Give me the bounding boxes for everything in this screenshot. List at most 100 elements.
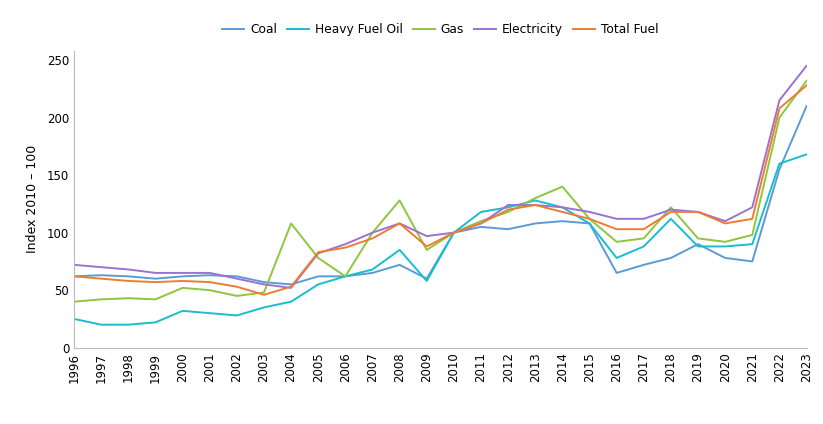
Gas [802, 78, 811, 84]
Heavy Fuel Oil [611, 255, 621, 260]
Heavy Fuel Oil [774, 161, 784, 166]
Gas [314, 255, 323, 260]
Gas [205, 287, 215, 293]
Heavy Fuel Oil [530, 198, 540, 203]
Total Fuel [557, 209, 567, 215]
Heavy Fuel Oil [232, 313, 242, 318]
Electricity [503, 203, 513, 208]
Total Fuel [259, 292, 269, 297]
Gas [774, 115, 784, 120]
Coal [720, 255, 730, 260]
Electricity [693, 209, 703, 215]
Line: Heavy Fuel Oil: Heavy Fuel Oil [74, 154, 807, 325]
Heavy Fuel Oil [123, 322, 133, 327]
Gas [530, 195, 540, 201]
Heavy Fuel Oil [476, 209, 486, 215]
Total Fuel [205, 279, 215, 285]
Heavy Fuel Oil [747, 242, 757, 247]
Total Fuel [395, 221, 405, 226]
Coal [557, 219, 567, 224]
Coal [259, 279, 269, 285]
Gas [611, 239, 621, 244]
Electricity [476, 221, 486, 226]
Total Fuel [693, 209, 703, 215]
Coal [205, 273, 215, 278]
Electricity [720, 219, 730, 224]
Electricity [151, 271, 160, 276]
Gas [720, 239, 730, 244]
Coal [422, 276, 432, 281]
Heavy Fuel Oil [720, 244, 730, 249]
Gas [503, 209, 513, 215]
Heavy Fuel Oil [449, 230, 458, 235]
Coal [368, 271, 378, 276]
Coal [747, 259, 757, 264]
Total Fuel [96, 276, 106, 281]
Coal [476, 224, 486, 229]
Coal [666, 255, 676, 260]
Gas [232, 293, 242, 298]
Electricity [666, 207, 676, 212]
Coal [530, 221, 540, 226]
Heavy Fuel Oil [584, 221, 594, 226]
Total Fuel [314, 250, 323, 255]
Coal [286, 282, 296, 287]
Gas [449, 230, 458, 235]
Total Fuel [611, 227, 621, 232]
Coal [802, 103, 811, 109]
Heavy Fuel Oil [151, 320, 160, 325]
Electricity [557, 205, 567, 210]
Gas [395, 198, 405, 203]
Coal [584, 221, 594, 226]
Coal [151, 276, 160, 281]
Legend: Coal, Heavy Fuel Oil, Gas, Electricity, Total Fuel: Coal, Heavy Fuel Oil, Gas, Electricity, … [217, 18, 663, 41]
Electricity [449, 230, 458, 235]
Electricity [314, 251, 323, 256]
Electricity [422, 234, 432, 239]
Coal [178, 274, 188, 279]
Total Fuel [69, 274, 79, 279]
Total Fuel [530, 203, 540, 208]
Coal [69, 274, 79, 279]
Gas [693, 236, 703, 241]
Total Fuel [774, 106, 784, 111]
Total Fuel [368, 236, 378, 241]
Total Fuel [503, 207, 513, 212]
Gas [259, 290, 269, 295]
Electricity [123, 267, 133, 272]
Coal [123, 274, 133, 279]
Coal [639, 262, 649, 268]
Gas [639, 236, 649, 241]
Gas [368, 230, 378, 235]
Electricity [341, 242, 351, 247]
Heavy Fuel Oil [69, 316, 79, 321]
Gas [96, 297, 106, 302]
Coal [449, 230, 458, 235]
Total Fuel [232, 284, 242, 289]
Total Fuel [476, 221, 486, 226]
Gas [422, 247, 432, 252]
Heavy Fuel Oil [286, 299, 296, 304]
Electricity [774, 98, 784, 103]
Electricity [69, 262, 79, 268]
Gas [286, 221, 296, 226]
Total Fuel [639, 227, 649, 232]
Total Fuel [422, 244, 432, 249]
Heavy Fuel Oil [557, 205, 567, 210]
Heavy Fuel Oil [259, 305, 269, 310]
Total Fuel [123, 279, 133, 284]
Heavy Fuel Oil [341, 274, 351, 279]
Gas [476, 219, 486, 224]
Coal [314, 274, 323, 279]
Electricity [368, 230, 378, 235]
Gas [584, 216, 594, 221]
Gas [69, 299, 79, 304]
Y-axis label: Index 2010 – 100: Index 2010 – 100 [26, 145, 39, 254]
Heavy Fuel Oil [205, 311, 215, 316]
Coal [96, 273, 106, 278]
Electricity [747, 205, 757, 210]
Coal [232, 274, 242, 279]
Gas [666, 205, 676, 210]
Gas [341, 274, 351, 279]
Coal [693, 242, 703, 247]
